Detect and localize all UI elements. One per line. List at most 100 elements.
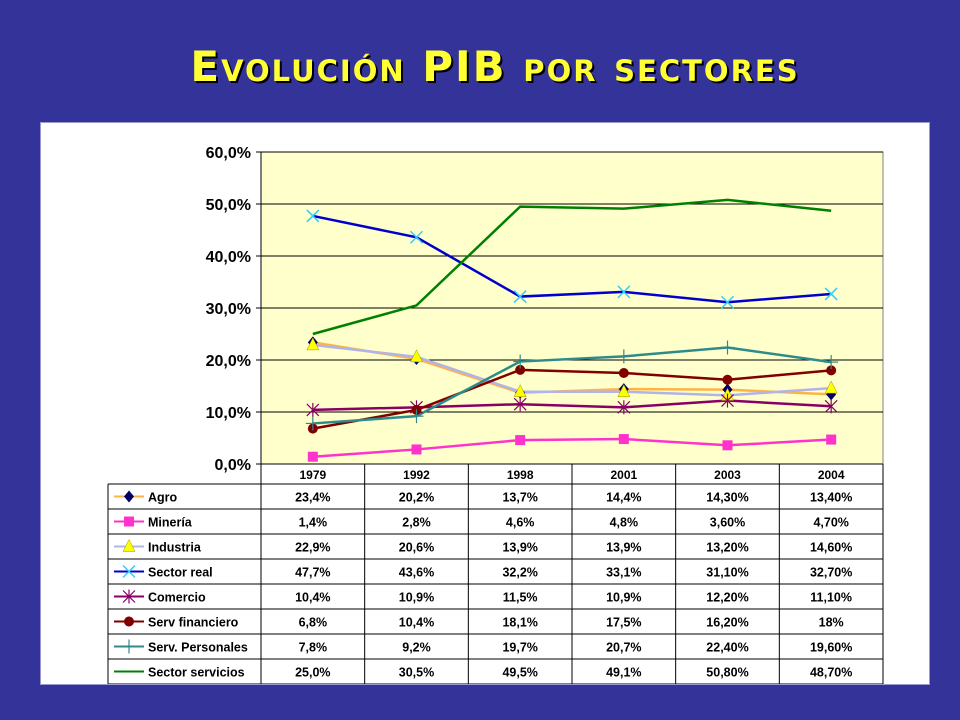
legend-key-marker xyxy=(122,639,136,654)
legend-label: Serv. Personales xyxy=(148,641,248,655)
data-label: 4,8% xyxy=(610,516,639,530)
data-point xyxy=(410,349,423,363)
legend-key-marker xyxy=(122,538,136,552)
data-point xyxy=(826,365,837,376)
data-label: 12,20% xyxy=(706,591,748,605)
data-point xyxy=(618,434,629,445)
line-chart: 0,0% 10,0% 20,0% 30,0% 40,0% 50,0% 60,0% 1979 19… xyxy=(107,145,884,685)
data-label: 32,70% xyxy=(810,566,852,580)
series-line xyxy=(312,214,832,304)
data-point xyxy=(409,230,424,244)
y-tick-label: 40,0% xyxy=(206,249,251,266)
x-tick-label: 1992 xyxy=(403,468,430,482)
data-point xyxy=(722,374,733,385)
data-label: 11,10% xyxy=(810,591,852,605)
data-point xyxy=(513,384,527,397)
data-label: 10,9% xyxy=(606,591,641,605)
chart-frame: 0,0% 10,0% 20,0% 30,0% 40,0% 50,0% 60,0% 1979 19… xyxy=(40,122,930,685)
data-point xyxy=(306,209,320,223)
data-point xyxy=(306,402,320,417)
data-label: 13,20% xyxy=(706,541,748,555)
data-point xyxy=(306,337,320,351)
data-label: 30,5% xyxy=(399,666,434,680)
legend-key-marker xyxy=(124,490,134,503)
legend-label: Industria xyxy=(148,541,202,555)
data-point xyxy=(617,400,631,415)
data-label: 3,60% xyxy=(710,516,745,530)
data-point xyxy=(722,440,733,451)
x-tick-label: 2003 xyxy=(714,468,741,482)
y-tick-label: 50,0% xyxy=(206,197,251,214)
y-tick-label: 60,0% xyxy=(206,145,251,162)
data-label: 2,8% xyxy=(402,516,431,530)
legend-label: Comercio xyxy=(148,591,206,605)
data-label: 4,6% xyxy=(506,516,534,530)
data-point xyxy=(824,380,838,394)
data-label: 9,2% xyxy=(402,641,431,655)
data-point xyxy=(618,368,629,378)
data-point xyxy=(720,340,735,355)
data-point xyxy=(409,409,424,424)
data-label: 20,2% xyxy=(399,491,434,505)
data-point xyxy=(616,349,631,364)
series-line xyxy=(312,346,832,425)
data-point xyxy=(307,451,318,462)
x-tick-label: 2004 xyxy=(818,468,845,482)
y-tick-label: 20,0% xyxy=(206,353,251,370)
data-point xyxy=(411,444,422,455)
data-label: 18% xyxy=(819,616,844,630)
data-label: 48,70% xyxy=(810,666,852,680)
data-label: 19,7% xyxy=(502,641,537,655)
data-point xyxy=(513,397,527,412)
data-label: 4,70% xyxy=(813,516,848,530)
x-tick-label: 1979 xyxy=(299,468,326,482)
legend-key-marker xyxy=(122,564,136,579)
data-point xyxy=(617,384,631,397)
data-label: 47,7% xyxy=(295,566,330,580)
data-label: 14,30% xyxy=(706,491,748,505)
data-label: 10,4% xyxy=(295,591,330,605)
data-label: 13,9% xyxy=(502,541,537,555)
legend-label: Sector servicios xyxy=(148,666,245,680)
data-label: 33,1% xyxy=(606,566,641,580)
data-label: 22,9% xyxy=(295,541,330,555)
legend-key-marker xyxy=(124,516,134,527)
slide-title: Evolución PIB por sectores xyxy=(190,42,800,91)
data-point xyxy=(617,285,631,299)
legend-label: Agro xyxy=(148,491,178,505)
data-label: 22,40% xyxy=(706,641,748,655)
legend-key-marker xyxy=(124,616,134,627)
data-point xyxy=(721,393,734,408)
series-line xyxy=(312,368,832,430)
data-label: 20,7% xyxy=(606,641,641,655)
legend-label: Sector real xyxy=(148,566,213,580)
data-label: 32,2% xyxy=(502,566,537,580)
data-point xyxy=(515,435,526,446)
data-label: 6,8% xyxy=(299,616,328,630)
data-label: 1,4% xyxy=(299,516,328,530)
data-label: 50,80% xyxy=(706,666,748,680)
data-label: 13,7% xyxy=(502,491,537,505)
data-label: 14,60% xyxy=(810,541,852,555)
data-label: 16,20% xyxy=(706,616,748,630)
series-line xyxy=(312,437,832,458)
data-label: 23,4% xyxy=(295,491,330,505)
data-label: 13,40% xyxy=(810,491,852,505)
data-point xyxy=(720,295,735,309)
legend-label: Serv financiero xyxy=(148,616,239,630)
legend-label: Minería xyxy=(148,516,193,530)
data-label: 19,60% xyxy=(810,641,852,655)
series-line xyxy=(312,399,832,412)
data-label: 49,1% xyxy=(606,666,641,680)
data-label: 20,6% xyxy=(399,541,434,555)
data-label: 7,8% xyxy=(299,641,328,655)
series-line xyxy=(312,198,832,336)
x-tick-label: 2001 xyxy=(610,468,637,482)
data-point xyxy=(824,287,838,301)
y-tick-label: 30,0% xyxy=(206,301,251,318)
data-point xyxy=(515,364,526,375)
data-label: 31,10% xyxy=(706,566,748,580)
legend-key-marker xyxy=(122,589,136,604)
data-label: 10,9% xyxy=(399,591,434,605)
data-label: 14,4% xyxy=(606,491,641,505)
